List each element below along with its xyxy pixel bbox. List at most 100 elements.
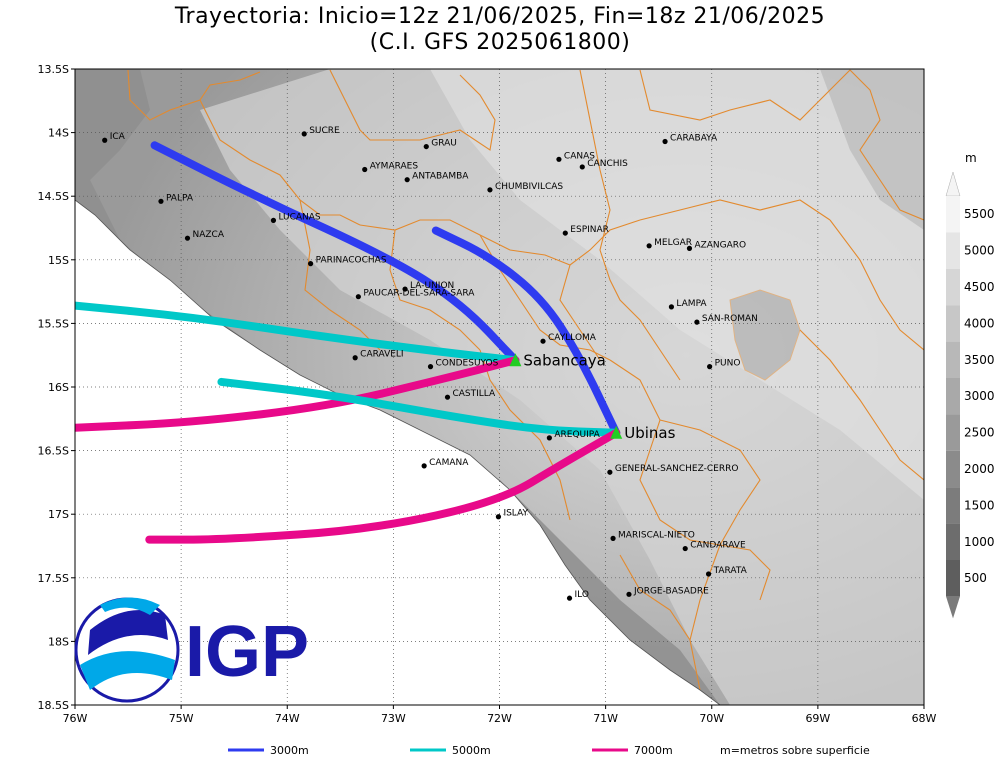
place-marker: TARATA [705, 566, 748, 577]
place-marker: LAMPA [668, 299, 707, 310]
place-dot-icon [355, 294, 361, 300]
place-dot-icon [686, 245, 693, 251]
place-dot-icon [444, 394, 451, 400]
igp-logo: IGP [74, 597, 309, 703]
colorbar-segment [946, 196, 960, 233]
place-label: PALPA [166, 193, 194, 203]
place-marker: NAZCA [184, 230, 225, 241]
place-label: ILO [575, 590, 589, 600]
place-marker: LUCANAS [270, 212, 321, 223]
colorbar-label: 3500 [964, 353, 995, 367]
place-dot-icon [626, 591, 632, 597]
eastern-slope [820, 69, 924, 230]
colorbar-label: 4500 [964, 280, 995, 294]
colorbar-unit: m [965, 151, 977, 165]
trajectory-layer [75, 141, 621, 544]
colorbar-label: 5500 [964, 207, 995, 221]
place-marker: PAUCAR-DEL-SARA-SARA [355, 289, 475, 300]
globe-band-icon [80, 651, 175, 690]
place-label: LUCANAS [278, 212, 320, 222]
axes: 76W 75W 74W 73W 72W 71W 70W 69W 68W 13.5S 14S 14.5S… [38, 63, 937, 725]
colorbar-label: 5000 [964, 244, 995, 258]
place-label: CASTILLA [452, 389, 496, 399]
colorbar-segment [946, 232, 960, 269]
place-dot-icon [646, 243, 652, 249]
place-marker: GRAU [423, 139, 457, 150]
volcano-triangle-icon [610, 425, 623, 439]
place-marker: MARISCAL-NIETO [610, 530, 695, 541]
legend: 3000m 5000m 7000m m=metros sobre superficie [228, 744, 870, 757]
place-label: CONDESUYOS [436, 359, 499, 369]
place-dot-icon [352, 355, 358, 361]
place-dot-icon [566, 595, 573, 601]
legend-label: 5000m [452, 744, 491, 757]
place-dot-icon [404, 177, 410, 183]
volcano-label: Ubinas [624, 424, 675, 442]
legend-label: 7000m [634, 744, 673, 757]
place-marker: ANTABAMBA [404, 172, 469, 183]
place-marker: ILO [566, 590, 589, 601]
y-tick-label: 13.5S [38, 63, 69, 76]
place-dot-icon [158, 198, 164, 204]
place-marker: JORGE-BASADRE [626, 586, 709, 597]
volcano-marker: Ubinas [610, 424, 676, 442]
place-marker: CHUMBIVILCAS [487, 182, 563, 193]
x-tick-label: 72W [487, 712, 512, 725]
colorbar-label: 4000 [964, 316, 995, 330]
colorbar-label: 2000 [964, 462, 995, 476]
place-label: ANTABAMBA [412, 172, 469, 182]
colorbar-label: 3000 [964, 389, 995, 403]
trajectory-sabancaya-5000m [75, 301, 520, 365]
place-dot-icon [487, 187, 493, 193]
place-label: AREQUIPA [554, 430, 600, 440]
legend-label: 3000m [270, 744, 309, 757]
place-dot-icon [421, 463, 427, 469]
place-dot-icon [427, 364, 434, 370]
place-label: NAZCA [192, 230, 224, 240]
place-marker: PALPA [158, 193, 194, 204]
place-dot-icon [668, 304, 675, 310]
place-dot-icon [495, 514, 502, 520]
volcano-marker: Sabancaya [509, 351, 606, 369]
colorbar-label: 2500 [964, 426, 995, 440]
place-marker: CANCHIS [579, 159, 628, 170]
place-marker: PARINACOCHAS [307, 256, 387, 267]
y-tick-label: 15.5S [38, 317, 69, 330]
place-dot-icon [705, 571, 712, 577]
x-tick-label: 76W [63, 712, 88, 725]
place-marker: ISLAY [495, 509, 528, 520]
place-marker: CARAVELI [352, 350, 404, 361]
y-tick-label: 18S [48, 635, 69, 648]
place-label: MELGAR [654, 238, 692, 248]
grid-lines [75, 69, 924, 705]
map-title-line1: Trayectoria: Inicio=12z 21/06/2025, Fin=… [174, 4, 826, 29]
place-label: CANDARAVE [690, 541, 746, 551]
place-label: PAUCAR-DEL-SARA-SARA [363, 289, 475, 299]
place-dot-icon [301, 131, 307, 137]
place-marker: SUCRE [301, 126, 340, 137]
place-dot-icon [707, 364, 713, 370]
y-tick-label: 14S [48, 127, 69, 140]
place-label: MARISCAL-NIETO [618, 530, 695, 540]
place-marker: LA-UNION [402, 281, 454, 292]
place-label: GENERAL-SANCHEZ-CERRO [615, 464, 739, 474]
place-dot-icon [682, 545, 688, 552]
colorbar-segment [946, 487, 960, 524]
place-marker: ESPINAR [562, 225, 609, 236]
x-tick-label: 75W [169, 712, 194, 725]
place-marker: AZANGARO [686, 240, 746, 251]
place-marker: CONDESUYOS [427, 359, 499, 370]
y-tick-label: 15S [48, 254, 69, 267]
trajectory-sabancaya-3000m [150, 141, 520, 365]
place-label: LAMPA [676, 299, 707, 309]
colorbar-segment [946, 268, 960, 306]
volcano-label: Sabancaya [523, 351, 605, 369]
x-tick-label: 74W [275, 712, 300, 725]
place-label: TARATA [713, 566, 748, 576]
place-label: CHUMBIVILCAS [495, 182, 563, 192]
place-label: LA-UNION [410, 281, 454, 291]
y-tick-label: 16.5S [38, 445, 69, 458]
place-dot-icon [694, 319, 700, 325]
place-dot-icon [423, 143, 429, 150]
